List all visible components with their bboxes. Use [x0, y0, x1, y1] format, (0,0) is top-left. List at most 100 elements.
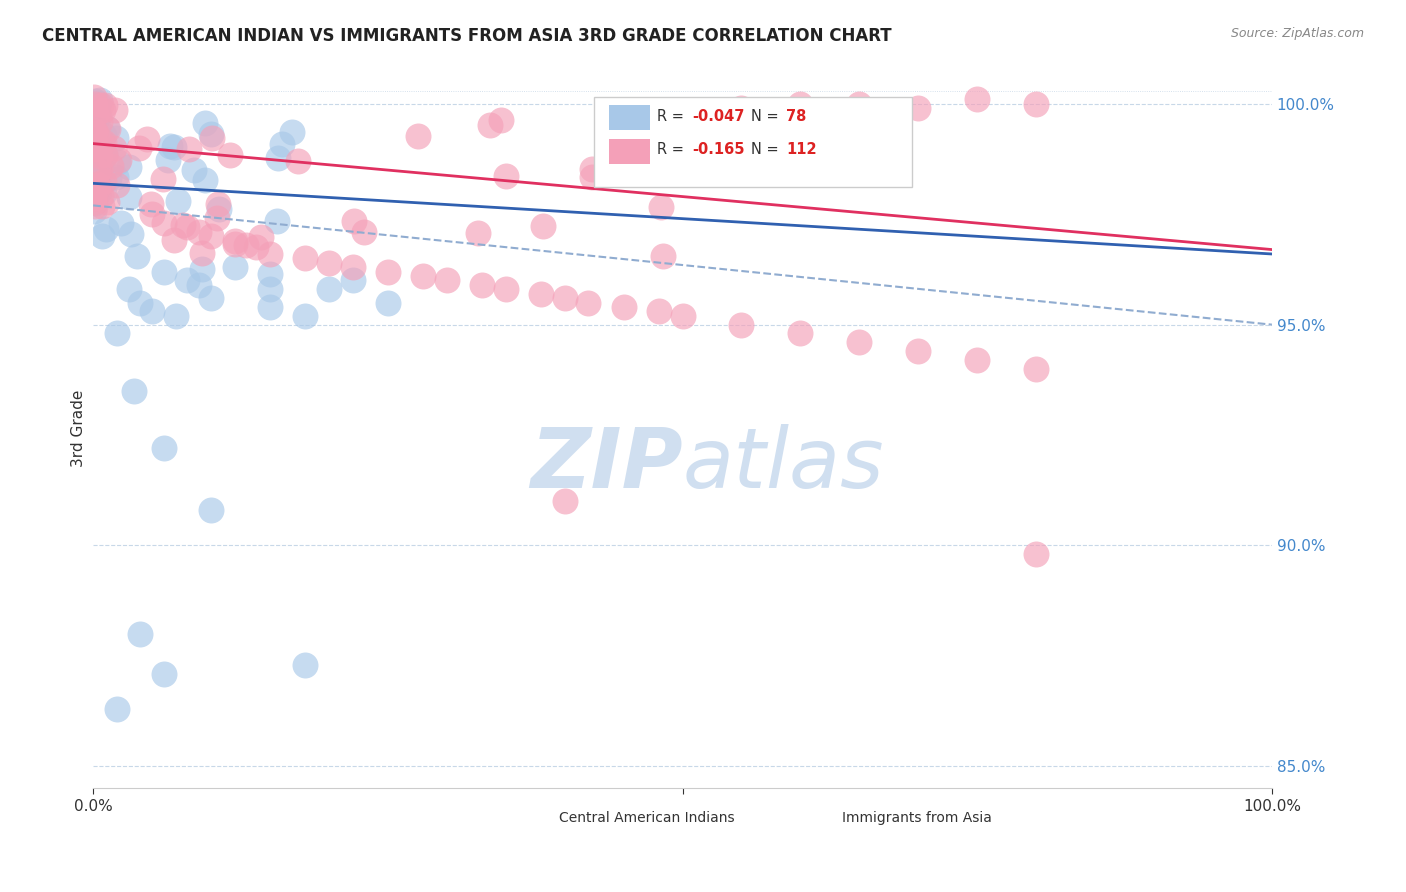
Text: -0.165: -0.165 — [692, 143, 744, 157]
Point — [159, 139, 181, 153]
Point — [671, 309, 693, 323]
Point — [83, 185, 105, 199]
Point — [105, 326, 128, 341]
Point — [966, 92, 988, 106]
Point — [117, 282, 139, 296]
Point — [554, 291, 576, 305]
Point — [224, 237, 246, 252]
FancyBboxPatch shape — [799, 806, 835, 830]
Point — [207, 197, 229, 211]
Point — [129, 626, 152, 640]
Point — [118, 160, 141, 174]
Point — [129, 295, 152, 310]
Point — [271, 137, 294, 152]
Text: N =: N = — [751, 109, 783, 124]
Point — [84, 198, 107, 212]
Point — [90, 98, 112, 112]
Point — [201, 130, 224, 145]
Point — [478, 119, 501, 133]
Text: Source: ZipAtlas.com: Source: ZipAtlas.com — [1230, 27, 1364, 40]
Point — [353, 225, 375, 239]
Point — [87, 180, 110, 194]
Point — [294, 252, 316, 266]
Point — [83, 90, 105, 104]
Point — [250, 230, 273, 244]
Point — [576, 295, 599, 310]
Text: ZIP: ZIP — [530, 424, 682, 505]
Point — [165, 309, 187, 323]
Point — [96, 222, 118, 236]
Point — [90, 189, 112, 203]
Text: 78: 78 — [786, 109, 807, 124]
Point — [93, 186, 115, 200]
Point — [84, 177, 107, 191]
Point — [789, 96, 811, 111]
Point — [84, 179, 107, 194]
Point — [141, 304, 163, 318]
Point — [128, 141, 150, 155]
Point — [120, 227, 142, 241]
Point — [107, 155, 129, 169]
Point — [200, 291, 222, 305]
Point — [104, 169, 127, 184]
Point — [83, 136, 105, 151]
Y-axis label: 3rd Grade: 3rd Grade — [72, 390, 86, 467]
Point — [342, 260, 364, 275]
Point — [89, 165, 111, 179]
Point — [167, 194, 190, 208]
Point — [377, 265, 399, 279]
Point — [87, 185, 110, 199]
Point — [613, 300, 636, 314]
Point — [259, 300, 281, 314]
Point — [554, 494, 576, 508]
Point — [188, 225, 211, 239]
Point — [266, 213, 288, 227]
Point — [86, 178, 108, 192]
Point — [90, 155, 112, 169]
Point — [1025, 361, 1047, 376]
Point — [412, 268, 434, 283]
Point — [153, 666, 176, 681]
Point — [84, 129, 107, 144]
Point — [86, 125, 108, 139]
Point — [172, 219, 194, 233]
Point — [83, 95, 105, 109]
Point — [89, 164, 111, 178]
Point — [139, 197, 162, 211]
Point — [89, 133, 111, 147]
Point — [194, 173, 217, 187]
Point — [343, 214, 366, 228]
Point — [730, 318, 752, 332]
Point — [89, 179, 111, 194]
Point — [294, 657, 316, 672]
Point — [96, 195, 118, 210]
Point — [1025, 96, 1047, 111]
Point — [152, 172, 174, 186]
Point — [97, 171, 120, 186]
Point — [224, 234, 246, 248]
Point — [84, 196, 107, 211]
Point — [259, 267, 281, 281]
Point — [848, 335, 870, 350]
Point — [83, 178, 105, 193]
Point — [100, 159, 122, 173]
Point — [190, 246, 212, 260]
Point — [652, 141, 675, 155]
Point — [489, 112, 512, 127]
Text: Immigrants from Asia: Immigrants from Asia — [842, 811, 991, 825]
Point — [163, 233, 186, 247]
Point — [86, 177, 108, 191]
Point — [176, 220, 198, 235]
Point — [141, 207, 163, 221]
Point — [191, 261, 214, 276]
Text: Central American Indians: Central American Indians — [558, 811, 734, 825]
Point — [90, 229, 112, 244]
Point — [86, 101, 108, 115]
FancyBboxPatch shape — [609, 105, 650, 129]
Point — [281, 125, 304, 139]
Point — [89, 110, 111, 124]
Point — [83, 191, 105, 205]
Point — [94, 148, 117, 162]
Point — [96, 120, 118, 135]
Point — [84, 107, 107, 121]
